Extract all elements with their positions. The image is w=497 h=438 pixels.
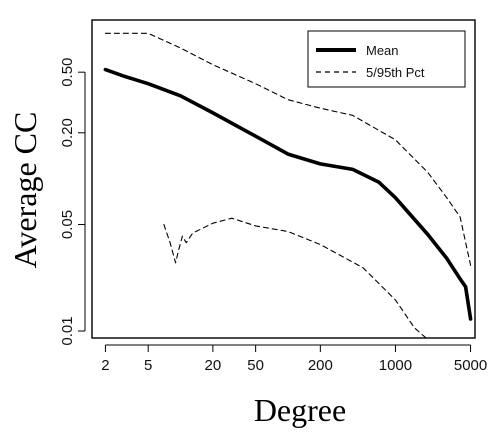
x-tick-label: 20 [205,357,222,374]
x-tick-label: 5 [144,357,152,374]
x-tick-label: 50 [247,357,264,374]
x-tick-label: 200 [308,357,333,374]
x-tick-label: 5000 [454,357,487,374]
y-tick-label: 0.50 [59,58,76,87]
series-line-2 [163,217,429,341]
series-line-0 [103,67,473,321]
series-layer [103,32,473,341]
y-tick-label: 0.05 [59,210,76,239]
series-line-1 [104,32,472,266]
x-tick-label: 2 [101,357,109,374]
x-tick-label: 1000 [379,357,412,374]
legend: Mean 5/95th Pct [307,30,466,88]
x-axis: 2 5 20 50 200 1000 5000 [101,344,487,374]
legend-label-pct: 5/95th Pct [366,65,425,80]
y-axis: 0.01 0.05 0.20 0.50 [59,58,86,346]
y-axis-label: Average CC [7,112,43,269]
y-tick-label: 0.20 [59,118,76,147]
plot-frame [91,19,476,339]
y-tick-label: 0.01 [59,316,76,345]
x-axis-label: Degree [254,392,346,428]
legend-box [307,30,466,88]
legend-label-mean: Mean [366,43,399,58]
